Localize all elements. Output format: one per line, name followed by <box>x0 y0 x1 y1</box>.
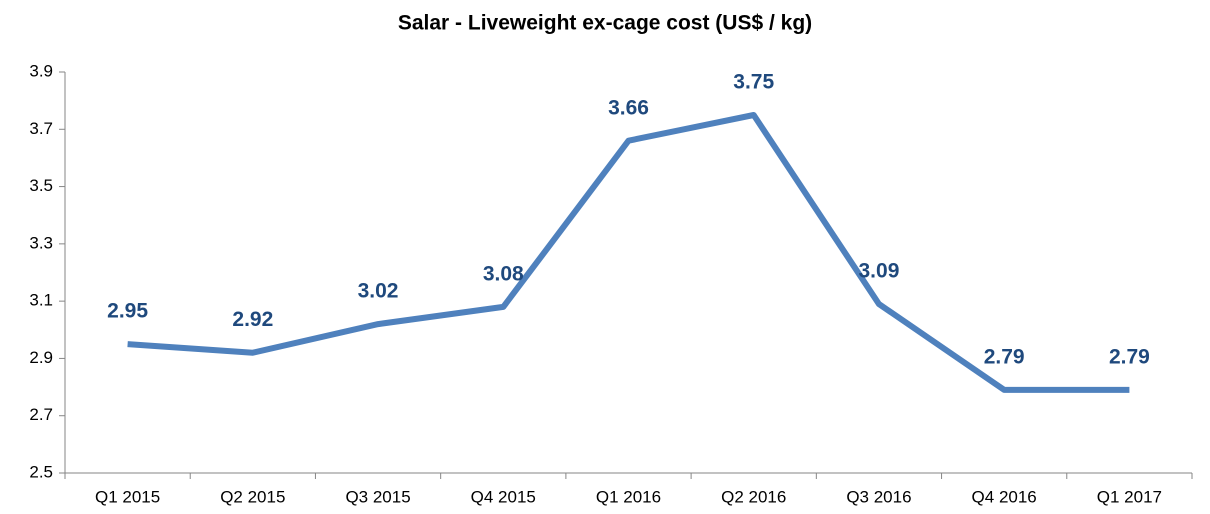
y-tick-label: 2.5 <box>29 462 53 481</box>
data-label: 2.95 <box>107 300 148 323</box>
x-tick-label: Q2 2015 <box>220 487 285 506</box>
y-tick-label: 3.1 <box>29 291 53 310</box>
y-tick-label: 2.7 <box>29 405 53 424</box>
y-tick-label: 3.7 <box>29 119 53 138</box>
data-label: 3.08 <box>483 262 524 285</box>
x-tick-label: Q1 2016 <box>596 487 661 506</box>
x-tick-label: Q4 2016 <box>972 487 1037 506</box>
data-label: 3.09 <box>859 260 900 283</box>
x-tick-label: Q2 2016 <box>721 487 786 506</box>
x-tick-label: Q3 2016 <box>846 487 911 506</box>
data-label: 3.02 <box>358 280 399 303</box>
y-tick-label: 2.9 <box>29 348 53 367</box>
chart-title: Salar - Liveweight ex-cage cost (US$ / k… <box>398 12 812 35</box>
data-label: 3.66 <box>608 96 649 119</box>
y-tick-label: 3.9 <box>29 61 53 80</box>
data-label: 2.92 <box>232 308 273 331</box>
x-tick-label: Q3 2015 <box>345 487 410 506</box>
data-label: 2.79 <box>984 345 1025 368</box>
data-label: 2.79 <box>1109 345 1150 368</box>
x-tick-label: Q1 2015 <box>95 487 160 506</box>
data-line <box>127 112 1130 393</box>
x-tick-label: Q1 2017 <box>1097 487 1162 506</box>
y-tick-label: 3.5 <box>29 176 53 195</box>
data-label: 3.75 <box>733 71 774 94</box>
y-tick-label: 3.3 <box>29 233 53 252</box>
x-tick-label: Q4 2015 <box>471 487 536 506</box>
